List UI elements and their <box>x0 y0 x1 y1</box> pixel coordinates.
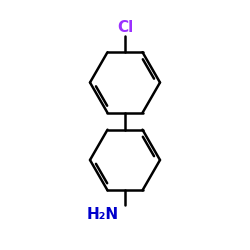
Text: Cl: Cl <box>117 20 133 35</box>
Text: H₂N: H₂N <box>87 206 119 222</box>
